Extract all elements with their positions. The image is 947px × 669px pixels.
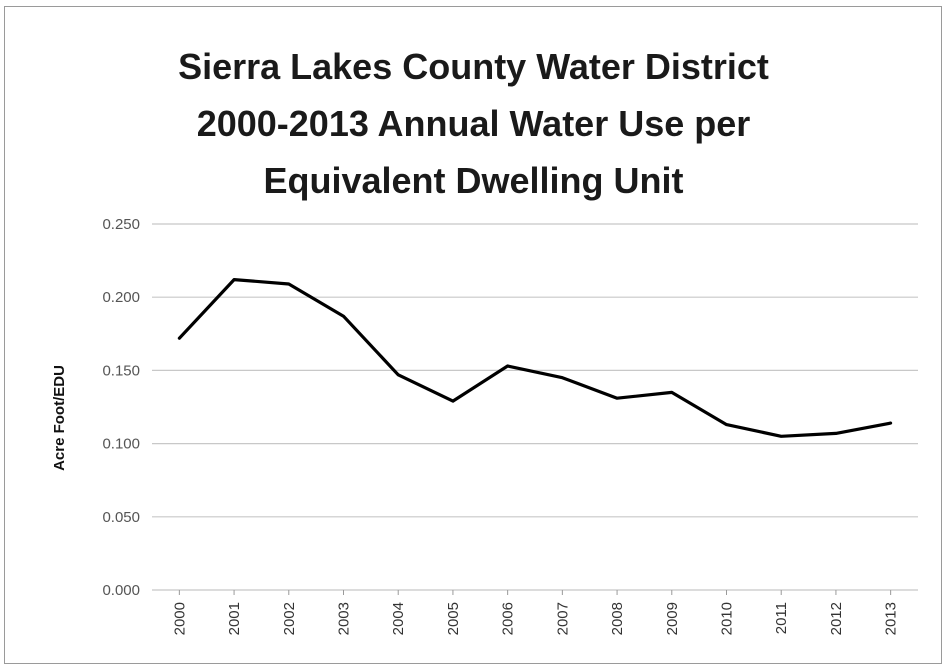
chart-title: Sierra Lakes County Water District 2000-…	[0, 38, 947, 209]
y-tick-label: 0.250	[102, 216, 140, 233]
data-point-2003	[342, 315, 345, 318]
x-tick-label: 2002	[281, 602, 298, 635]
y-tick-label: 0.200	[102, 289, 140, 306]
data-point-2005	[451, 399, 455, 403]
x-tick-label: 2006	[500, 602, 517, 635]
series-lines	[177, 278, 893, 438]
x-tick-label: 2011	[773, 602, 790, 634]
data-point-2001	[232, 278, 236, 281]
y-tick-label: 0.000	[102, 582, 140, 599]
data-point-2012	[834, 432, 838, 435]
x-tick-label: 2000	[171, 602, 188, 635]
data-point-2002	[287, 282, 290, 286]
data-point-2011	[780, 435, 783, 438]
x-tick-label: 2007	[554, 602, 571, 635]
y-tick-label: 0.150	[102, 362, 140, 379]
x-tick-labels: 2000 2001 2002 2003 2004 2005 2006 2007 2008 2009…	[171, 602, 899, 635]
data-point-2009	[670, 391, 673, 394]
x-tick-label: 2008	[609, 602, 626, 635]
x-tick-label: 2003	[336, 602, 353, 635]
series-line	[177, 278, 893, 438]
chart-title-line-3: Equivalent Dwelling Unit	[263, 160, 684, 201]
chart-frame	[4, 6, 942, 664]
chart-title-line-1: Sierra Lakes County Water District	[178, 46, 769, 87]
x-tick-label: 2013	[883, 602, 900, 635]
y-tick-labels: 0.000 0.050 0.100 0.150 0.200 0.250	[102, 216, 140, 599]
x-tick-label: 2009	[664, 602, 681, 635]
gridlines	[152, 223, 918, 595]
data-point-2000	[178, 336, 181, 340]
x-tick-label: 2010	[719, 602, 736, 635]
data-point-2008	[615, 397, 619, 400]
y-tick-label: 0.050	[102, 509, 140, 526]
x-tick-label: 2005	[445, 602, 462, 635]
x-tick-label: 2012	[828, 602, 845, 635]
data-point-2004	[397, 373, 400, 376]
y-axis-label: Acre Foot/EDU	[51, 365, 68, 471]
data-point-2010	[725, 423, 728, 426]
y-tick-label: 0.100	[102, 436, 140, 453]
x-tick-label: 2001	[226, 602, 243, 635]
data-point-2013	[889, 421, 892, 425]
x-tick-label: 2004	[390, 602, 407, 635]
data-point-2006	[506, 364, 509, 368]
data-point-2007	[561, 376, 564, 379]
chart-title-line-2: 2000-2013 Annual Water Use per	[196, 103, 751, 144]
